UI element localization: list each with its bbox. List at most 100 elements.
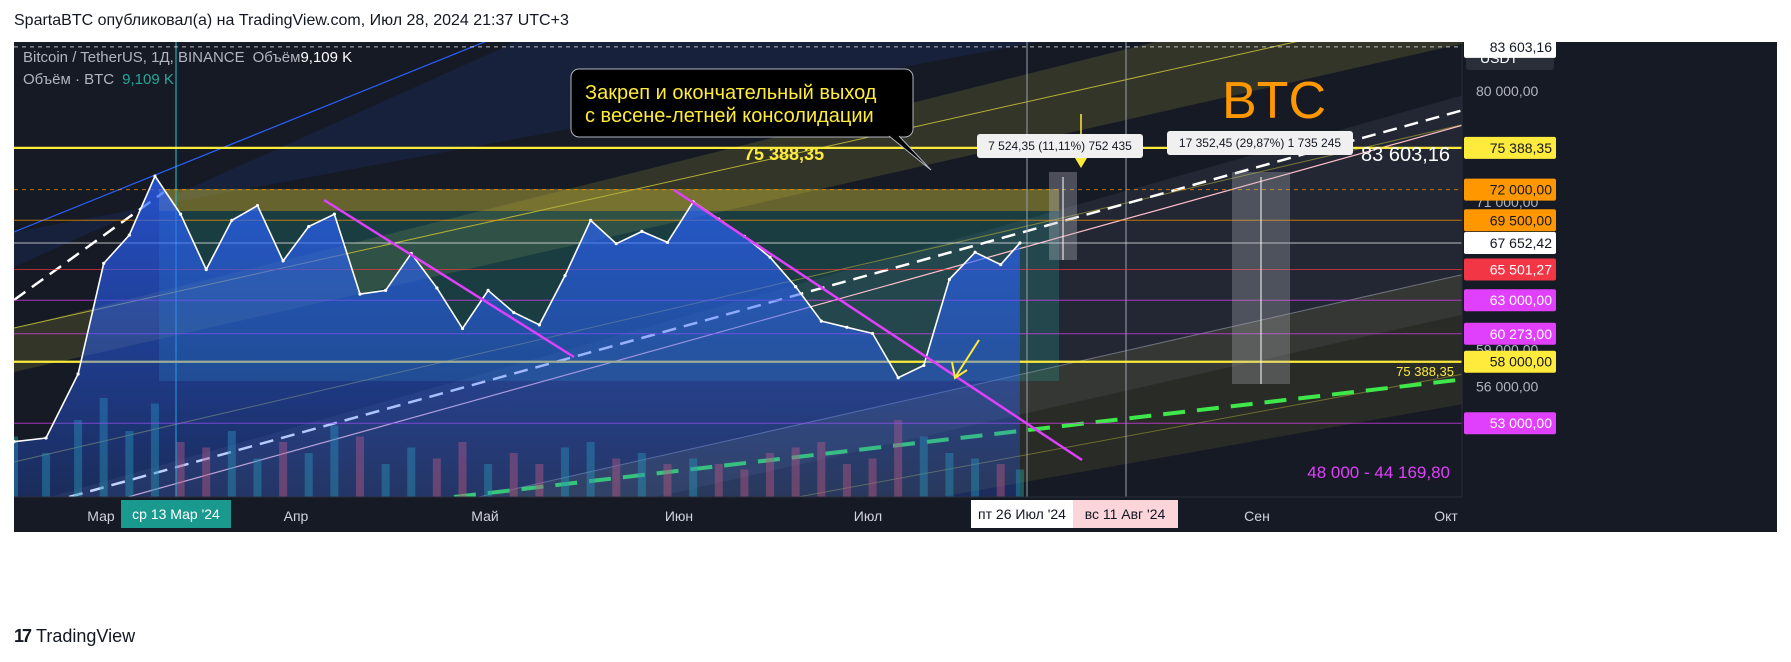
- price-point: [307, 224, 311, 229]
- channel-line-blue: [14, 42, 487, 233]
- price-point: [178, 212, 183, 216]
- price-point: [947, 277, 952, 281]
- price-point: [230, 218, 234, 222]
- price-badge: [1464, 232, 1556, 255]
- price-badge-label: 53 000,00: [1490, 415, 1552, 431]
- breakout-arrowhead: [951, 361, 968, 380]
- price-point: [281, 259, 285, 263]
- price-point: [614, 242, 618, 246]
- time-label-jun: Июн: [665, 508, 693, 524]
- price-point: [255, 203, 260, 208]
- price-point: [870, 331, 875, 336]
- price-line: [14, 174, 1021, 443]
- price-point: [794, 285, 798, 289]
- price-point: [665, 240, 670, 245]
- legend-volume: Объём · BTC 9,109 K: [23, 71, 174, 88]
- price-badge-label: 69 500,00: [1490, 212, 1552, 228]
- brand-label: TradingView: [36, 626, 136, 646]
- price-badge-label: 67 652,42: [1490, 235, 1552, 251]
- price-badge-label: 83 603,16: [1490, 42, 1552, 55]
- volume-bar: [1015, 469, 1024, 497]
- price-badge: [1464, 289, 1556, 312]
- price-point: [896, 376, 900, 380]
- time-label-apr: Апр: [284, 508, 309, 524]
- btc-label: BTC: [1222, 72, 1326, 130]
- measure-label-box-2: [1167, 131, 1353, 155]
- measure-label-1: 7 524,35 (11,11%) 752 435: [988, 139, 1132, 153]
- price-badge: [1464, 178, 1556, 201]
- price-point: [460, 326, 465, 331]
- publisher-line: SpartaBTC опубликовал(а) на TradingView.…: [14, 12, 569, 29]
- price-point: [332, 212, 336, 216]
- price-point: [102, 261, 106, 265]
- date-badge-future-label: вс 11 Авг '24: [1085, 506, 1166, 522]
- price-badge: [1464, 322, 1556, 345]
- price-badge-label: 72 000,00: [1490, 182, 1552, 198]
- date-badge-current: [971, 500, 1073, 528]
- price-badge: [1464, 209, 1556, 232]
- price-point: [640, 229, 644, 233]
- channel-band-olive: [14, 42, 1470, 372]
- price-point: [435, 286, 439, 290]
- downtrend-line-2: [673, 188, 1083, 462]
- chart-panel[interactable]: Закреп и окончательный выход с весене-ле…: [14, 42, 1777, 610]
- price-point: [358, 292, 362, 296]
- price-point: [153, 174, 157, 178]
- price-badge: [1464, 42, 1556, 58]
- price-point: [204, 267, 208, 272]
- price-tick-label: 80 000,00: [1476, 83, 1538, 99]
- price-axis[interactable]: [1462, 42, 1777, 532]
- price-point: [563, 274, 567, 278]
- price-tick-label: 56 000,00: [1476, 378, 1538, 394]
- date-badge-start-label: ср 13 Мар '24: [132, 506, 220, 522]
- price-area-series: [14, 174, 1022, 497]
- downtrend-line-1: [323, 198, 575, 359]
- measure-label-box-1: [977, 134, 1143, 158]
- time-label-oct: Окт: [1434, 508, 1458, 524]
- price-point: [537, 323, 541, 327]
- price-point: [44, 436, 48, 440]
- price-point: [973, 250, 977, 254]
- price-point: [384, 288, 388, 293]
- range-label: 48 000 - 44 169,80: [1307, 463, 1450, 482]
- price-point: [768, 255, 772, 259]
- tradingview-logo-icon: 17: [14, 626, 32, 646]
- tradingview-brand[interactable]: 17 TradingView: [14, 626, 135, 647]
- time-label-sep: Сен: [1244, 508, 1270, 524]
- price-point: [76, 372, 80, 376]
- price-point: [14, 440, 16, 444]
- price-point: [127, 233, 131, 237]
- consolidation-box: [159, 189, 1059, 211]
- price-badge: [1464, 350, 1556, 373]
- callout-arrowhead-yellow: [1075, 158, 1087, 168]
- trendline-dashed-white-short: [14, 190, 165, 302]
- time-label-mar: Мар: [87, 508, 115, 524]
- target-label: 83 603,16: [1361, 144, 1450, 166]
- price-badge-label: 58 000,00: [1490, 354, 1552, 370]
- price-chart[interactable]: Закреп и окончательный выход с весене-ле…: [14, 42, 1777, 610]
- legend-symbol: Bitcoin / TetherUS, 1Д, BINANCE Объём9,10…: [23, 49, 352, 66]
- callout-line2: с весене-летней консолидации: [585, 105, 874, 127]
- time-axis[interactable]: [14, 497, 1777, 532]
- price-badge: [1464, 136, 1556, 159]
- price-point: [922, 363, 926, 368]
- price-point: [999, 262, 1003, 267]
- price-point: [486, 288, 490, 293]
- callout-line1: Закреп и окончательный выход: [585, 82, 877, 104]
- callout-pointer: [888, 135, 932, 171]
- price-point: [589, 218, 593, 222]
- price-axis-badges: 83 603,16 75 388,35 72 000,00 69 500,00 67 6…: [1464, 42, 1556, 435]
- time-label-may: Май: [471, 508, 498, 524]
- measure-label-2: 17 352,45 (29,87%) 1 735 245: [1179, 136, 1341, 150]
- price-badge-label: 63 000,00: [1490, 292, 1552, 308]
- price-badge: [1464, 412, 1556, 435]
- callout-box: [570, 68, 914, 138]
- price-badge-label: 60 273,00: [1490, 326, 1552, 342]
- price-point: [1018, 241, 1022, 245]
- date-badge-future: [1073, 500, 1178, 528]
- time-label-jul: Июл: [854, 508, 882, 524]
- price-point: [512, 310, 516, 315]
- price-badge-label: 65 501,27: [1490, 261, 1552, 277]
- chart-bottom-strip: [14, 532, 1777, 610]
- level-label-top: 75 388,35: [744, 144, 824, 164]
